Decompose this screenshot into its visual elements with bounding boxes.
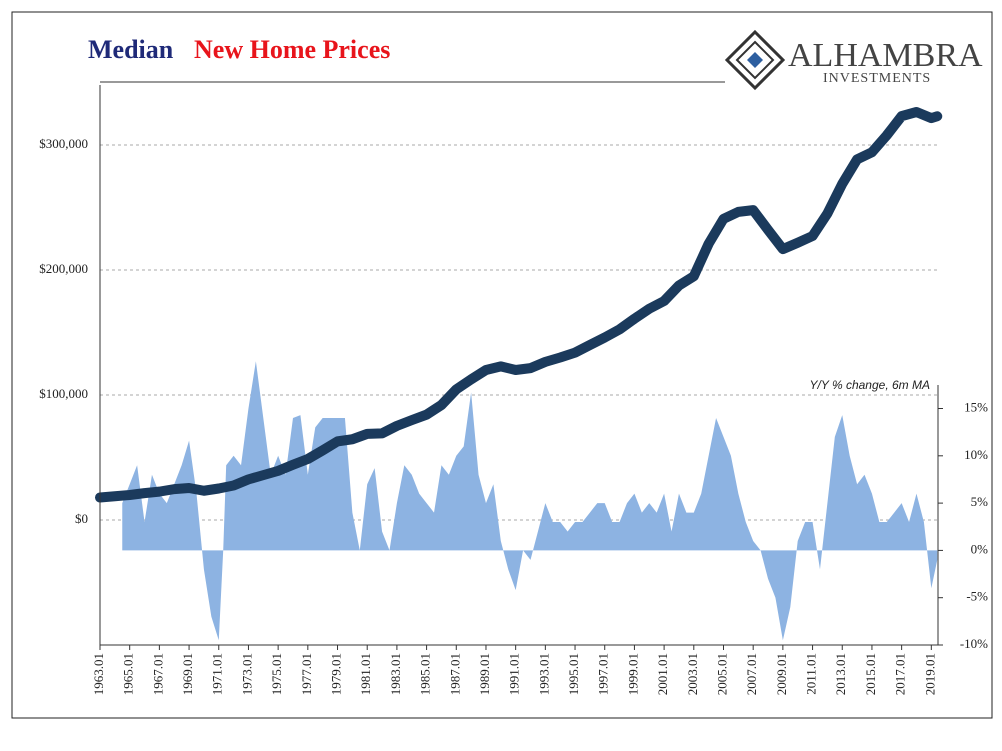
x-tick-label: 1977.01: [299, 653, 314, 695]
x-tick-label: 1997.01: [596, 653, 611, 695]
x-tick-label: 1999.01: [625, 653, 640, 695]
x-tick-label: 1991.01: [507, 653, 522, 695]
brand-sub: INVESTMENTS: [823, 71, 931, 86]
y-tick-label: $0: [75, 511, 88, 526]
brand: ALHAMBRA: [788, 37, 983, 74]
x-tick-label: 1965.01: [121, 653, 136, 695]
chart-title: Median: [88, 35, 174, 64]
frame: [11, 11, 993, 719]
logo: [724, 29, 786, 91]
y2-tick-label: 15%: [964, 399, 988, 414]
price-line: [95, 107, 943, 503]
y-tick-label: $300,000: [39, 136, 88, 151]
x-tick-label: 1993.01: [536, 653, 551, 695]
x-tick-label: 1975.01: [269, 653, 284, 695]
x-tick-label: 1963.01: [91, 653, 106, 695]
y2-tick-label: 5%: [971, 494, 989, 509]
x-tick-label: 1967.01: [150, 653, 165, 695]
x-tick-label: 2003.01: [685, 653, 700, 695]
y2-tick-label: 0%: [971, 541, 989, 556]
chart-title-highlight: New Home Prices: [194, 35, 390, 64]
y2-tick-label: 10%: [964, 447, 988, 462]
x-tick-label: 2011.01: [804, 653, 819, 695]
y2-tick-label: -5%: [966, 589, 988, 604]
x-tick-label: 2015.01: [863, 653, 878, 695]
x-tick-label: 2013.01: [833, 653, 848, 695]
x-tick-label: 1969.01: [180, 653, 195, 695]
x-tick-label: 1971.01: [210, 653, 225, 695]
x-tick-label: 1985.01: [418, 653, 433, 695]
plot: [95, 107, 943, 641]
x-tick-label: 1981.01: [358, 653, 373, 695]
y2-tick-label: -10%: [960, 636, 988, 651]
x-tick-label: 1983.01: [388, 653, 403, 695]
y-tick-label: $200,000: [39, 261, 88, 276]
x-tick-label: 1987.01: [447, 653, 462, 695]
yoy-area: [122, 361, 938, 641]
x-tick-label: 2009.01: [774, 653, 789, 695]
y-tick-label: $100,000: [39, 386, 88, 401]
x-tick-label: 2017.01: [893, 653, 908, 695]
annotation: Y/Y % change, 6m MA: [809, 378, 930, 392]
x-tick-label: 2007.01: [744, 653, 759, 695]
x-tick-label: 2005.01: [714, 653, 729, 695]
x-tick-label: 1989.01: [477, 653, 492, 695]
x-tick-label: 2001.01: [655, 653, 670, 695]
x-tick-label: 1979.01: [329, 653, 344, 695]
x-tick-label: 1973.01: [239, 653, 254, 695]
x-tick-label: 1995.01: [566, 653, 581, 695]
x-tick-label: 2019.01: [922, 653, 937, 695]
